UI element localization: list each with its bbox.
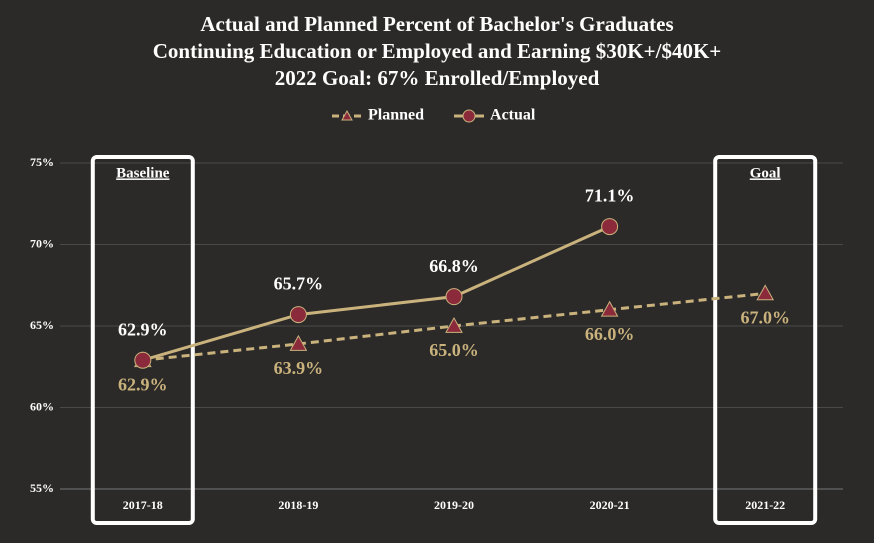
marker xyxy=(445,316,463,333)
marker xyxy=(445,288,463,306)
y-tick-label: 55% xyxy=(30,481,54,495)
data-label: 62.9% xyxy=(118,319,168,339)
annotation-box xyxy=(90,155,195,525)
series-line xyxy=(142,225,611,362)
marker xyxy=(289,306,307,324)
chart-title: Actual and Planned Percent of Bachelor's… xyxy=(200,12,673,36)
marker xyxy=(756,284,775,301)
data-label: 66.0% xyxy=(585,324,635,344)
x-tick-label: 2018-19 xyxy=(278,498,318,512)
annotation: Goal xyxy=(750,165,781,181)
x-tick-label: 2017-18 xyxy=(123,498,163,512)
legend-label: Actual xyxy=(490,107,536,124)
data-label: 65.0% xyxy=(429,340,479,360)
y-tick-label: 60% xyxy=(30,399,54,413)
marker xyxy=(289,334,308,351)
chart-title: 2022 Goal: 67% Enrolled/Employed xyxy=(275,66,600,90)
x-tick-label: 2020-21 xyxy=(590,498,630,512)
chart-title: Continuing Education or Employed and Ear… xyxy=(153,39,722,63)
marker xyxy=(600,300,619,317)
legend-marker xyxy=(341,109,353,121)
legend-marker xyxy=(462,109,476,123)
marker xyxy=(134,351,152,369)
x-tick-label: 2019-20 xyxy=(434,498,474,512)
data-label: 67.0% xyxy=(740,308,790,328)
data-label: 66.8% xyxy=(429,256,479,276)
data-label: 65.7% xyxy=(274,274,324,294)
y-tick-label: 70% xyxy=(30,236,54,250)
y-tick-label: 65% xyxy=(30,318,54,332)
data-label: 71.1% xyxy=(585,186,635,206)
y-tick-label: 75% xyxy=(30,155,54,169)
data-label: 63.9% xyxy=(274,358,324,378)
marker xyxy=(601,218,619,236)
data-label: 62.9% xyxy=(118,374,168,394)
annotation: Baseline xyxy=(116,165,170,181)
x-tick-label: 2021-22 xyxy=(745,498,785,512)
annotation-box xyxy=(713,155,818,525)
legend-label: Planned xyxy=(368,107,424,124)
